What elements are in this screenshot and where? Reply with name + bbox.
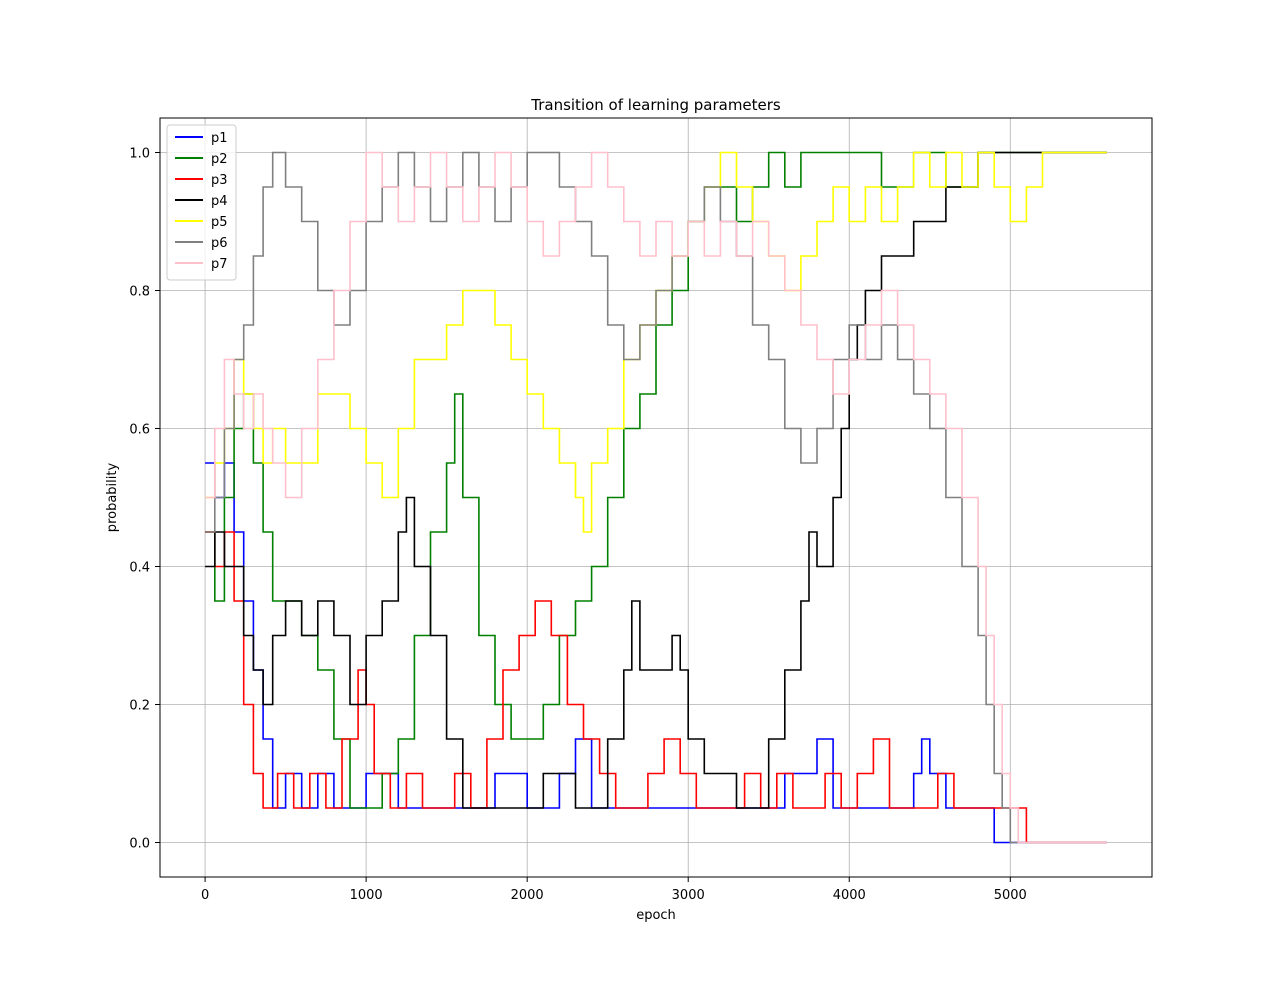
y-tick-label: 0.8 (129, 285, 150, 300)
x-axis-ticks: 0 1000 2000 3000 4000 5000 (201, 877, 1027, 903)
legend: p1 p2 p3 p4 p5 p6 p7 (166, 124, 237, 281)
y-tick-label: 0.4 (129, 561, 150, 576)
y-tick-label: 0.0 (129, 837, 150, 852)
series-lines (205, 151, 1107, 844)
legend-label: p5 (211, 215, 228, 230)
y-axis-label: probability (105, 463, 120, 533)
chart-title: Transition of learning parameters (530, 96, 781, 114)
series-line-p1 (205, 462, 1107, 844)
y-axis-ticks: 0.0 0.2 0.4 0.6 0.8 1.0 (129, 147, 160, 852)
legend-label: p2 (211, 152, 228, 167)
legend-label: p6 (211, 236, 228, 251)
x-tick-label: 0 (201, 888, 209, 903)
series-line-p6 (205, 151, 1107, 844)
legend-label: p7 (211, 257, 228, 272)
x-tick-label: 5000 (994, 888, 1027, 903)
series-line-p7 (205, 151, 1107, 844)
legend-label: p3 (211, 173, 228, 188)
plot-area-frame (159, 117, 1153, 878)
x-tick-label: 1000 (350, 888, 383, 903)
series-line-p5 (205, 151, 1107, 533)
x-tick-label: 2000 (511, 888, 544, 903)
y-tick-label: 0.6 (129, 423, 150, 438)
legend-label: p4 (211, 194, 228, 209)
x-tick-label: 4000 (833, 888, 866, 903)
series-line-p3 (205, 531, 1107, 844)
y-tick-label: 0.2 (129, 699, 150, 714)
x-tick-label: 3000 (672, 888, 705, 903)
x-axis-label: epoch (636, 908, 676, 923)
y-tick-label: 1.0 (129, 147, 150, 162)
legend-label: p1 (211, 131, 228, 146)
